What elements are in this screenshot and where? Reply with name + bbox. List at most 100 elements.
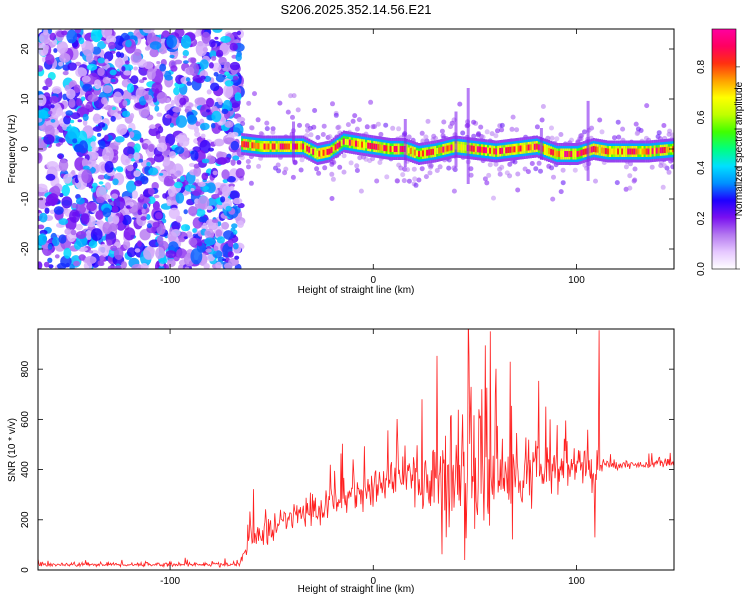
ridge-cell xyxy=(265,143,268,150)
ridge-cell xyxy=(422,150,425,157)
spectrogram-heatmap xyxy=(38,29,674,269)
halo-cell xyxy=(305,127,311,133)
ridge-cell xyxy=(328,148,331,155)
halo-cell xyxy=(413,182,419,188)
noise-cell xyxy=(204,237,216,246)
halo-cell xyxy=(635,126,641,132)
halo-cell xyxy=(330,101,335,107)
ridge-cell xyxy=(505,147,508,154)
ridge-cell xyxy=(635,148,638,155)
noise-cell xyxy=(156,142,168,152)
spectrogram-y-label: Frequency (Hz) xyxy=(7,115,18,184)
spectrogram-x-ticks: -100 0 100 xyxy=(160,29,585,286)
halo-cell xyxy=(290,174,296,180)
noise-cell xyxy=(75,67,87,78)
noise-cell xyxy=(174,146,185,155)
ridge-cell xyxy=(302,143,305,150)
ridge-cell xyxy=(497,148,500,155)
noise-cell xyxy=(235,168,245,179)
halo-cell xyxy=(423,134,429,140)
ridge-cell xyxy=(344,138,347,145)
spectrogram-x-label: Height of straight line (km) xyxy=(298,285,415,296)
halo-cell xyxy=(515,171,521,177)
noise-cell xyxy=(155,212,163,220)
noise-cell xyxy=(47,193,59,206)
noise-cell xyxy=(225,205,232,212)
ridge-cell xyxy=(519,145,522,152)
x-tick-label: -100 xyxy=(160,576,180,587)
noise-cell xyxy=(153,153,164,163)
noise-cell xyxy=(49,209,56,214)
noise-cell xyxy=(66,29,77,44)
halo-cell xyxy=(356,117,362,123)
halo-cell xyxy=(468,172,474,178)
ridge-cell xyxy=(438,147,441,154)
halo-cell xyxy=(367,158,373,164)
ridge-cell xyxy=(269,143,272,150)
snr-x-ticks: -100 0 100 xyxy=(160,329,585,587)
noise-cell xyxy=(145,166,150,171)
ridge-cell xyxy=(312,148,315,155)
noise-cell xyxy=(98,181,104,185)
ridge-cell xyxy=(273,143,276,150)
noise-cell xyxy=(53,48,58,53)
halo-cell xyxy=(649,164,655,170)
noise-cell xyxy=(78,254,86,261)
ridge-cell xyxy=(460,144,463,151)
ridge-cell xyxy=(332,145,335,152)
noise-cell xyxy=(206,205,213,211)
noise-cell xyxy=(64,228,71,235)
ridge-cell xyxy=(249,142,252,148)
ridge-cell xyxy=(385,145,388,152)
ridge-cell xyxy=(531,144,534,150)
noise-cell xyxy=(82,83,93,93)
ridge-cell xyxy=(379,144,382,151)
ridge-cell xyxy=(310,147,313,154)
halo-cell xyxy=(270,129,276,135)
halo-cell xyxy=(539,117,545,123)
noise-cell xyxy=(82,165,90,170)
noise-cell xyxy=(208,39,216,48)
halo-cell xyxy=(661,163,667,169)
halo-cell xyxy=(656,130,662,136)
halo-cell xyxy=(370,124,376,130)
noise-cell xyxy=(93,79,102,90)
y-tick-label: -20 xyxy=(20,241,31,256)
ridge-cell xyxy=(584,148,587,155)
noise-cell xyxy=(201,31,211,44)
noise-cell xyxy=(170,99,175,106)
noise-cell xyxy=(190,248,203,265)
x-tick-label: 0 xyxy=(370,275,376,286)
halo-cell xyxy=(412,176,418,182)
halo-cell xyxy=(670,164,674,170)
noise-cell xyxy=(215,157,228,165)
noise-cell xyxy=(156,235,164,245)
halo-cell xyxy=(425,118,431,124)
halo-cell xyxy=(540,104,546,109)
ridge-cell xyxy=(515,146,518,152)
noise-cell xyxy=(230,140,240,151)
noise-cell xyxy=(146,223,152,229)
noise-cell xyxy=(227,251,234,258)
ridge-cell xyxy=(629,148,632,155)
ridge-cell xyxy=(566,151,569,157)
halo-cell xyxy=(460,130,466,136)
noise-cell xyxy=(224,80,234,87)
noise-cell xyxy=(122,110,131,118)
noise-cell xyxy=(236,160,242,165)
halo-cell xyxy=(396,126,402,132)
noise-cell xyxy=(158,173,164,176)
ridge-cell xyxy=(365,142,368,149)
ridge-cell xyxy=(489,147,492,154)
noise-cell xyxy=(116,51,121,58)
ridge-cell xyxy=(476,146,480,153)
halo-cell xyxy=(336,124,342,130)
noise-cell xyxy=(97,41,107,50)
noise-cell xyxy=(226,176,236,183)
noise-cell xyxy=(57,262,67,269)
noise-cell xyxy=(162,157,171,167)
ridge-cell xyxy=(631,148,634,155)
noise-cell xyxy=(59,193,64,198)
noise-cell xyxy=(149,41,162,50)
